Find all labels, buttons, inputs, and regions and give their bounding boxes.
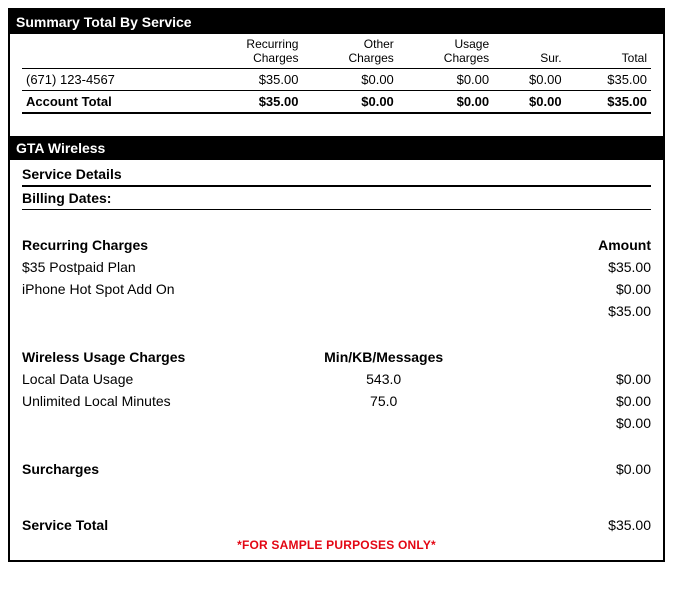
recurring-header-amount: Amount — [462, 237, 651, 253]
usage-item-label: Unlimited Local Minutes — [22, 393, 305, 409]
col-sur: Sur. — [493, 36, 565, 68]
usage-item: Local Data Usage 543.0 $0.00 — [22, 368, 651, 390]
usage-subtotal-amount: $0.00 — [462, 415, 651, 431]
account-total-row: Account Total $35.00 $0.00 $0.00 $0.00 $… — [22, 90, 651, 113]
account-total-recurring: $35.00 — [195, 90, 302, 113]
summary-header-row: RecurringCharges OtherCharges UsageCharg… — [22, 36, 651, 68]
surcharges-amount: $0.00 — [462, 461, 651, 477]
usage-item-qty: 75.0 — [305, 393, 462, 409]
carrier-bar: GTA Wireless — [10, 136, 663, 160]
usage-item-amount: $0.00 — [462, 371, 651, 387]
sample-footer: *FOR SAMPLE PURPOSES ONLY* — [22, 536, 651, 552]
usage-subtotal: $0.00 — [22, 412, 651, 434]
surcharges-label: Surcharges — [22, 461, 305, 477]
recurring-item-label: iPhone Hot Spot Add On — [22, 281, 305, 297]
account-total-other: $0.00 — [302, 90, 397, 113]
summary-row-recurring: $35.00 — [195, 68, 302, 90]
summary-row-sur: $0.00 — [493, 68, 565, 90]
recurring-item: iPhone Hot Spot Add On $0.00 — [22, 278, 651, 300]
account-total-usage: $0.00 — [398, 90, 493, 113]
usage-item-amount: $0.00 — [462, 393, 651, 409]
summary-row-label: (671) 123-4567 — [22, 68, 195, 90]
service-total-amount: $35.00 — [462, 517, 651, 533]
usage-item-qty: 543.0 — [305, 371, 462, 387]
service-total-label: Service Total — [22, 517, 305, 533]
col-recurring: RecurringCharges — [195, 36, 302, 68]
usage-header-mid: Min/KB/Messages — [305, 349, 462, 365]
summary-row-other: $0.00 — [302, 68, 397, 90]
recurring-item: $35 Postpaid Plan $35.00 — [22, 256, 651, 278]
usage-header: Wireless Usage Charges Min/KB/Messages — [22, 346, 651, 368]
recurring-subtotal: $35.00 — [22, 300, 651, 322]
usage-item: Unlimited Local Minutes 75.0 $0.00 — [22, 390, 651, 412]
col-blank — [22, 36, 195, 68]
col-total: Total — [566, 36, 651, 68]
recurring-item-amount: $35.00 — [462, 259, 651, 275]
summary-row: (671) 123-4567 $35.00 $0.00 $0.00 $0.00 … — [22, 68, 651, 90]
usage-header-amount — [462, 349, 651, 365]
surcharges-row: Surcharges $0.00 — [22, 458, 651, 480]
billing-sheet: Summary Total By Service RecurringCharge… — [8, 8, 665, 562]
recurring-header-label: Recurring Charges — [22, 237, 305, 253]
recurring-item-label: $35 Postpaid Plan — [22, 259, 305, 275]
summary-row-usage: $0.00 — [398, 68, 493, 90]
account-total-sur: $0.00 — [493, 90, 565, 113]
summary-bar: Summary Total By Service — [10, 10, 663, 34]
recurring-item-amount: $0.00 — [462, 281, 651, 297]
account-total-total: $35.00 — [566, 90, 651, 113]
summary-row-total: $35.00 — [566, 68, 651, 90]
col-other: OtherCharges — [302, 36, 397, 68]
usage-item-label: Local Data Usage — [22, 371, 305, 387]
col-usage: UsageCharges — [398, 36, 493, 68]
billing-dates-label: Billing Dates: — [22, 187, 651, 210]
summary-table: RecurringCharges OtherCharges UsageCharg… — [22, 36, 651, 114]
usage-header-label: Wireless Usage Charges — [22, 349, 305, 365]
recurring-subtotal-amount: $35.00 — [462, 303, 651, 319]
recurring-header: Recurring Charges Amount — [22, 234, 651, 256]
account-total-label: Account Total — [22, 90, 195, 113]
service-total-row: Service Total $35.00 — [22, 514, 651, 536]
service-details-heading: Service Details — [22, 160, 651, 187]
